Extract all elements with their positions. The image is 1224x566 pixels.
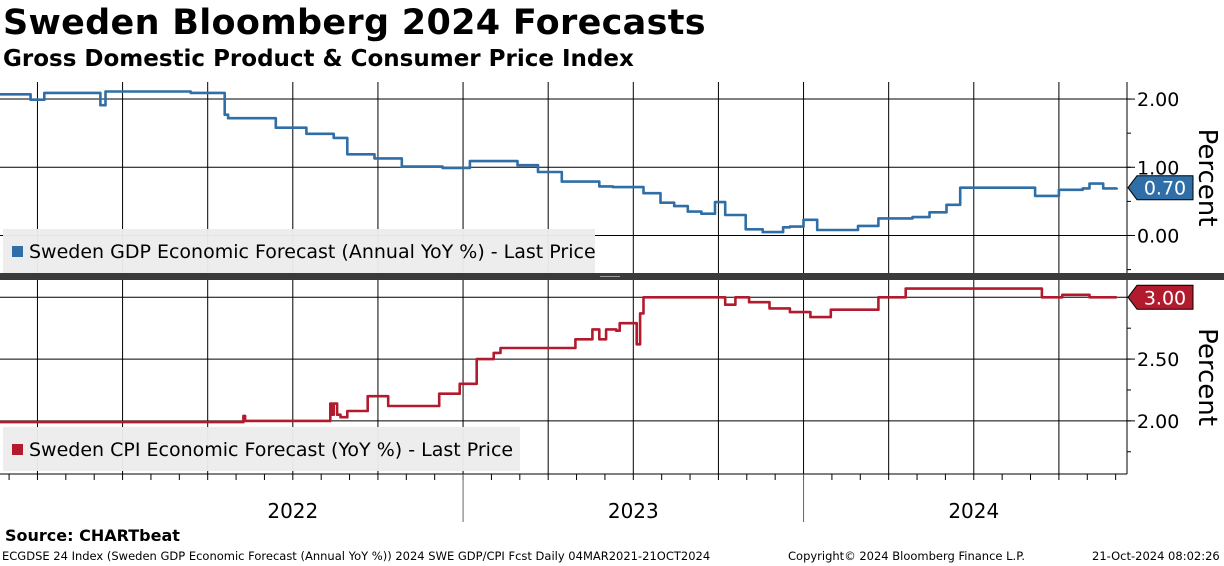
source-note: Source: CHARTbeat bbox=[5, 526, 180, 545]
y-tick-label: 2.50 bbox=[1137, 349, 1179, 371]
footer-timestamp: 21-Oct-2024 08:02:26 bbox=[1092, 549, 1220, 563]
gdp-series-line bbox=[0, 90, 1119, 234]
cpi-series-line bbox=[0, 287, 1117, 424]
y-tick-label: 1.00 bbox=[1137, 157, 1179, 179]
x-year-label: 2022 bbox=[267, 499, 318, 523]
gdp-last-value-label: 0.70 bbox=[1144, 178, 1186, 200]
chart-subtitle: Gross Domestic Product & Consumer Price … bbox=[3, 46, 634, 72]
gdp-last-value-tag bbox=[1127, 175, 1194, 201]
y-tick-label: 2.00 bbox=[1137, 411, 1179, 433]
cpi-legend-box bbox=[3, 427, 520, 471]
y-tick-label: 2.00 bbox=[1137, 89, 1179, 111]
footer-ticker-info: ECGDSE 24 Index (Sweden GDP Economic For… bbox=[2, 549, 711, 563]
chart-title: Sweden Bloomberg 2024 Forecasts bbox=[3, 3, 706, 43]
cpi-last-value-label: 3.00 bbox=[1144, 287, 1186, 309]
x-year-label: 2024 bbox=[948, 499, 999, 523]
cpi-last-value-tag bbox=[1127, 284, 1194, 310]
cpi-legend-label: Sweden CPI Economic Forecast (YoY %) - L… bbox=[29, 439, 513, 461]
gdp-legend-label: Sweden GDP Economic Forecast (Annual YoY… bbox=[29, 241, 596, 263]
x-year-label: 2023 bbox=[608, 499, 659, 523]
y-tick-label: 0.00 bbox=[1137, 225, 1179, 247]
cpi-legend-swatch bbox=[12, 444, 23, 455]
chart-canvas: 0.00 1.00 2.00 Percent 0.70 Sweden GDP Econom… bbox=[0, 82, 1224, 523]
y-axis-label: Percent bbox=[1192, 129, 1222, 227]
y-axis-label: Percent bbox=[1192, 328, 1222, 426]
gdp-legend-box bbox=[3, 229, 595, 273]
gdp-legend-swatch bbox=[12, 246, 23, 257]
footer-copyright: Copyright© 2024 Bloomberg Finance L.P. bbox=[788, 549, 1025, 563]
